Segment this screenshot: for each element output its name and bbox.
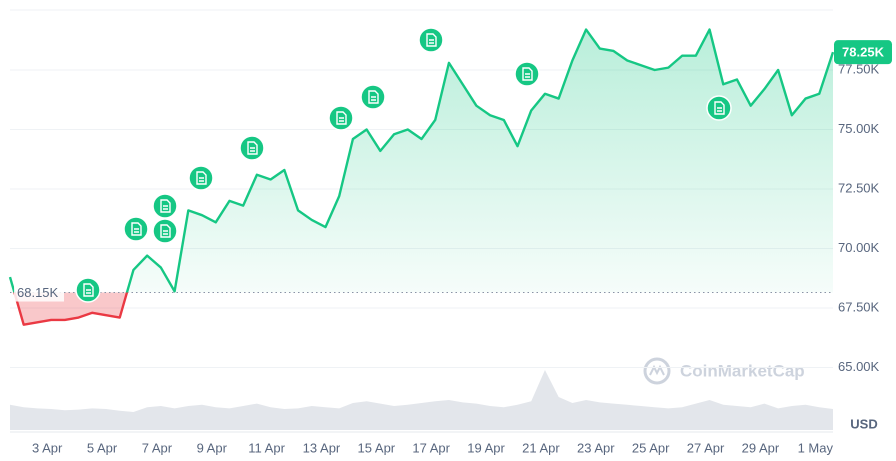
price-area	[10, 29, 833, 325]
news-icon[interactable]	[152, 218, 178, 244]
x-tick-label: 15 Apr	[358, 440, 396, 455]
news-icon-doc	[247, 141, 258, 155]
x-tick-label: 29 Apr	[742, 440, 780, 455]
news-icon[interactable]	[75, 277, 101, 303]
news-icon[interactable]	[418, 27, 444, 53]
news-icon[interactable]	[239, 135, 265, 161]
news-icon-doc	[131, 222, 142, 236]
news-icon-doc	[160, 199, 171, 213]
watermark: CoinMarketCap	[643, 357, 805, 385]
y-tick-label: 70.00K	[838, 240, 880, 255]
y-tick-label: 67.50K	[838, 299, 880, 314]
y-tick-label: 65.00K	[838, 359, 880, 374]
news-icon-doc	[336, 111, 347, 125]
x-tick-label: 19 Apr	[467, 440, 505, 455]
x-tick-label: 11 Apr	[248, 440, 285, 455]
watermark-text: CoinMarketCap	[680, 361, 805, 380]
y-tick-label: 72.50K	[838, 180, 880, 195]
watermark-logo-mark	[649, 364, 665, 376]
baseline-label-bg	[14, 283, 64, 302]
x-tick-label: 25 Apr	[632, 440, 670, 455]
x-tick-label: 5 Apr	[87, 440, 118, 455]
news-icon-doc	[160, 224, 171, 238]
x-tick-label: 3 Apr	[32, 440, 63, 455]
x-tick-label: 7 Apr	[142, 440, 173, 455]
last-price-badge	[834, 40, 892, 65]
volume-area	[10, 370, 833, 430]
news-icon-doc	[368, 90, 379, 104]
news-icon-doc	[714, 101, 725, 115]
last-price-label: 78.25K	[842, 45, 885, 60]
y-tick-label: 75.00K	[838, 121, 880, 136]
news-icon-doc	[83, 283, 94, 297]
news-icon[interactable]	[123, 216, 149, 242]
baseline-label: 68.15K	[17, 285, 59, 300]
y-tick-label: 77.50K	[838, 61, 880, 76]
news-icon[interactable]	[360, 84, 386, 110]
watermark-logo	[643, 357, 671, 385]
price-line	[8, 28, 835, 326]
news-icon-doc	[196, 171, 207, 185]
news-icon-doc	[426, 33, 437, 47]
x-tick-label: 21 Apr	[522, 440, 560, 455]
x-tick-label: 17 Apr	[412, 440, 450, 455]
news-icon-doc	[522, 67, 533, 81]
currency-label: USD	[850, 416, 877, 431]
news-icon[interactable]	[514, 61, 540, 87]
x-tick-label: 23 Apr	[577, 440, 615, 455]
news-icon[interactable]	[328, 105, 354, 131]
x-tick-label: 9 Apr	[197, 440, 228, 455]
x-tick-label: 13 Apr	[303, 440, 341, 455]
x-tick-label: 27 Apr	[687, 440, 725, 455]
news-icon[interactable]	[706, 95, 732, 121]
x-tick-label: 1 May	[798, 440, 834, 455]
news-icon[interactable]	[152, 193, 178, 219]
news-icon[interactable]	[188, 165, 214, 191]
